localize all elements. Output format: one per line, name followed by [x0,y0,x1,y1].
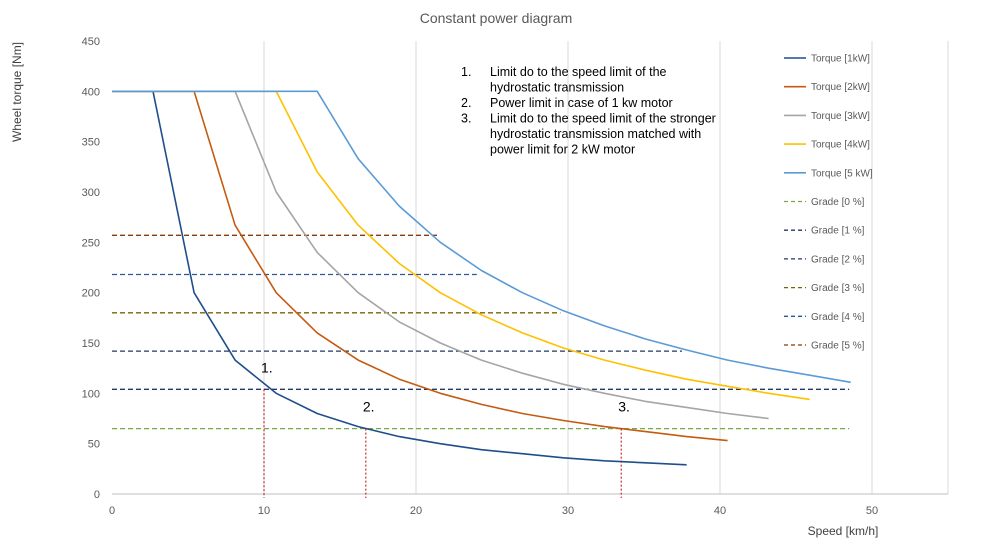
y-tick-label: 400 [82,86,100,98]
grid [112,41,949,495]
legend-label: Torque [2kW] [811,82,870,93]
series-line [112,90,769,420]
y-tick-label: 200 [82,288,100,300]
legend-label: Torque [5 kW] [811,168,873,179]
legend-label: Grade [2 %] [811,254,865,265]
series-line [112,90,728,442]
legend-label: Torque [4kW] [811,140,870,151]
y-ticks: 0 50 100 150 200 250 300 350 400 450 [82,36,100,501]
legend-label: Grade [3 %] [811,283,865,294]
markers: 1. 2. 3. [261,359,630,498]
series-line [112,90,810,401]
legend-label: Grade [5 %] [811,341,865,352]
marker-label: 3. [618,399,630,415]
legend: Torque [1kW] Torque [2kW] Torque [3kW] Torq… [784,54,873,352]
note-line: Power limit in case of 1 kw motor [490,96,673,110]
note-line: Limit do to the speed limit of the [490,65,667,79]
legend-label: Grade [4 %] [811,312,865,323]
y-tick-label: 300 [82,187,100,199]
y-tick-label: 350 [82,137,100,149]
x-tick-label: 50 [866,505,878,517]
y-tick-label: 250 [82,237,100,249]
y-tick-label: 100 [82,388,100,400]
note-number: 1. [461,65,471,79]
legend-label: Torque [1kW] [811,54,870,65]
x-tick-label: 10 [258,505,270,517]
annotation-notes: 1. Limit do to the speed limit of the hydr… [461,65,716,157]
x-tick-label: 30 [562,505,574,517]
note-line: power limit for 2 kW motor [490,143,635,157]
legend-label: Grade [0 %] [811,197,865,208]
legend-label: Torque [3kW] [811,111,870,122]
series-lines [112,90,851,466]
x-ticks: 0 10 20 30 40 50 [109,505,878,517]
note-line: hydrostatic transmission [490,81,624,95]
y-tick-label: 50 [88,439,100,451]
chart-title: Constant power diagram [420,10,573,26]
x-tick-label: 0 [109,505,115,517]
x-tick-label: 40 [714,505,726,517]
series-line [112,90,851,384]
marker-label: 2. [363,399,375,415]
y-tick-label: 150 [82,338,100,350]
note-number: 3. [461,112,471,126]
y-tick-label: 450 [82,36,100,48]
note-number: 2. [461,96,471,110]
note-line: Limit do to the speed limit of the stron… [490,112,716,126]
y-axis-label: Wheel torque [Nm] [10,42,24,142]
y-tick-label: 0 [94,489,100,501]
note-line: hydrostatic transmission matched with [490,127,701,141]
legend-label: Grade [1 %] [811,226,865,237]
x-tick-label: 20 [410,505,422,517]
x-axis-label: Speed [km/h] [808,524,879,538]
marker-label: 1. [261,359,273,375]
series-line [112,90,687,466]
